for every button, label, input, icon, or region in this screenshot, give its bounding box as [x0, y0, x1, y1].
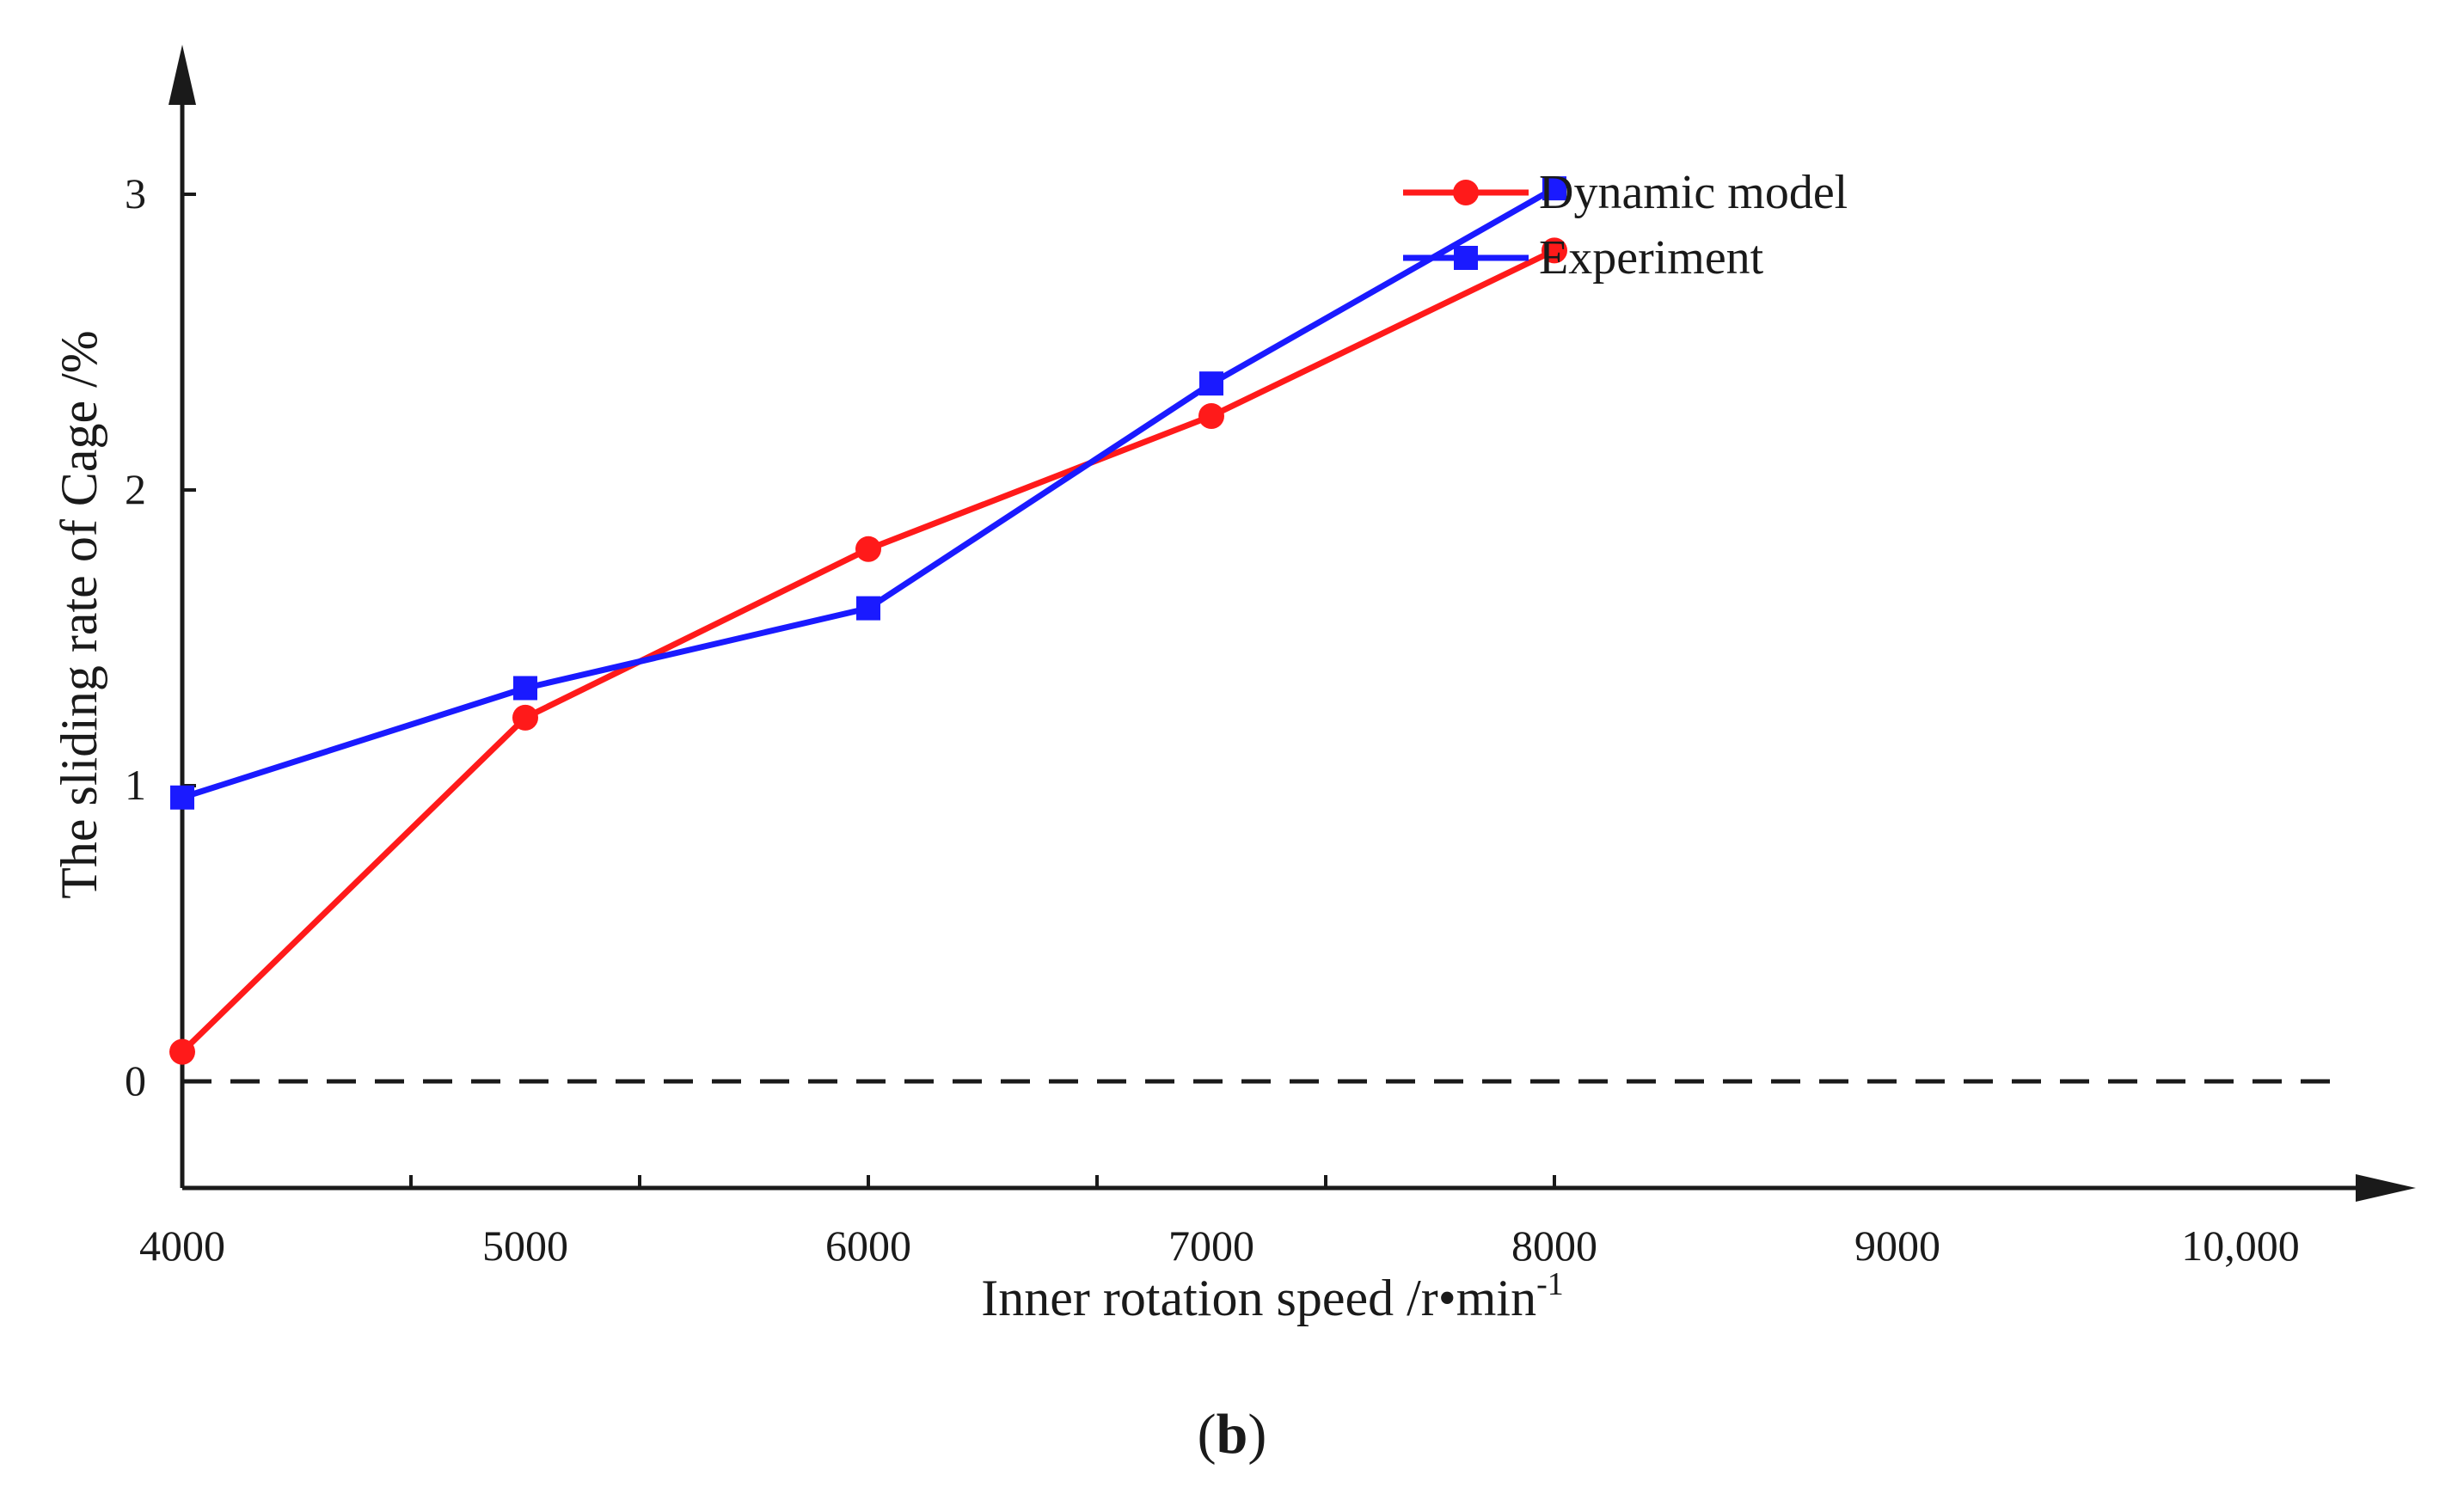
data-point-dynamic-model: [1198, 403, 1224, 429]
x-tick-label: 7000: [1168, 1221, 1254, 1270]
y-axis-title: The sliding rate of Cage /%: [51, 330, 107, 898]
data-point-dynamic-model: [169, 1038, 195, 1065]
x-tick-label: 4000: [139, 1221, 225, 1270]
data-point-experiment: [1199, 371, 1223, 396]
data-point-experiment: [513, 676, 537, 701]
series-line-dynamic-model: [180, 248, 1556, 1055]
panel-label-letter: b: [1217, 1403, 1248, 1466]
x-tick-label: 8000: [1511, 1221, 1597, 1270]
data-point-experiment: [1542, 176, 1566, 201]
y-tick-label: 2: [125, 465, 146, 513]
legend-marker-experiment: [1454, 246, 1478, 270]
y-axis-arrow: [169, 45, 196, 105]
x-axis-title-superscript: -1: [1536, 1266, 1564, 1302]
x-tick-label: 6000: [825, 1221, 911, 1270]
legend-marker-dynamic-model: [1453, 180, 1479, 205]
data-point-dynamic-model: [855, 536, 881, 562]
series-line-experiment: [181, 186, 1556, 801]
y-tick-label: 1: [125, 761, 146, 809]
x-axis-title-text: Inner rotation speed /r•min: [981, 1270, 1536, 1326]
legend-label-experiment: Experiment: [1539, 231, 1764, 285]
legend-label-dynamic-model: Dynamic model: [1539, 166, 1848, 219]
x-tick-label: 5000: [482, 1221, 568, 1270]
x-tick-label: 9000: [1854, 1221, 1940, 1270]
panel-label: (b): [1198, 1403, 1267, 1466]
data-point-experiment: [856, 596, 880, 621]
y-tick-label: 3: [125, 169, 146, 217]
y-tick-label: 0: [125, 1056, 146, 1105]
series-layer: [169, 176, 1567, 1065]
x-ticks: [181, 1175, 1556, 1188]
x-tick-label: 10,000: [2181, 1221, 2300, 1270]
data-point-experiment: [170, 785, 194, 810]
data-point-dynamic-model: [1542, 237, 1567, 264]
x-axis-title: Inner rotation speed /r•min-1: [981, 1266, 1563, 1326]
x-axis-arrow: [2356, 1174, 2416, 1202]
data-point-dynamic-model: [512, 704, 538, 731]
legend: Dynamic model Experiment: [1403, 166, 1848, 285]
